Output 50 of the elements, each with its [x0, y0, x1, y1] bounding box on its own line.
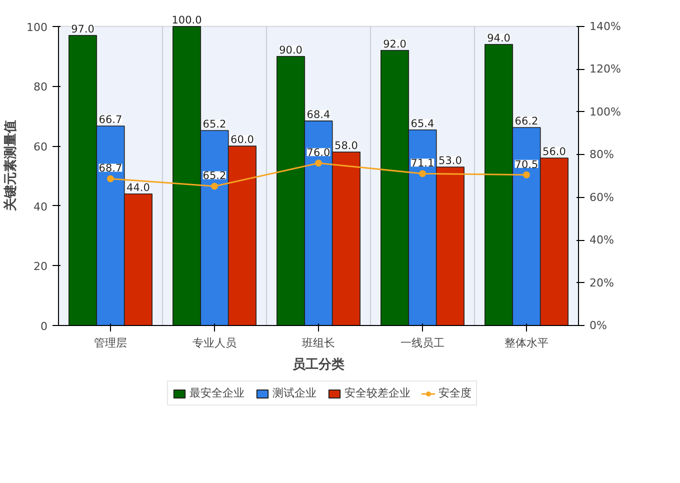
point [315, 160, 322, 167]
point [211, 182, 218, 190]
y-tick-label: 0 [40, 320, 48, 333]
point [523, 171, 530, 178]
legend-label: 安全度 [438, 386, 472, 400]
data-label: 76.0 [306, 147, 330, 160]
data-label: 65.2 [202, 118, 226, 131]
legend-label: 测试企业 [272, 386, 316, 400]
y2-tick-label: 20% [590, 276, 614, 290]
y-tick-label: 40 [34, 200, 48, 214]
data-label: 94.0 [487, 32, 510, 44]
legend-label: 最安全企业 [190, 386, 244, 400]
y2-tick-label: 120% [590, 62, 621, 76]
data-label: 65.2 [202, 170, 226, 182]
data-label: 58.0 [334, 140, 358, 152]
y2-tick-label: 80% [590, 148, 614, 162]
y2-tick-label: 60% [590, 190, 614, 204]
data-label: 70.5 [514, 158, 538, 171]
data-label: 68.7 [98, 162, 122, 175]
data-label: 65.4 [410, 118, 435, 130]
x-tick-label: 专业人员 [192, 336, 236, 350]
x-tick-label: 班组长 [302, 336, 335, 350]
y2-tick-label: 0% [590, 319, 607, 332]
data-label: 66.2 [514, 116, 538, 128]
y2-tick-label: 140% [590, 20, 621, 33]
x-axis-title: 员工分类 [292, 358, 344, 372]
data-label: 44.0 [126, 182, 150, 194]
point [107, 175, 114, 182]
data-label: 68.4 [306, 108, 331, 121]
x-tick-label: 一线员工 [400, 336, 444, 350]
data-label: 100.0 [172, 14, 202, 26]
y-tick-label: 60 [34, 140, 48, 154]
legend-label: 安全较差企业 [344, 386, 410, 400]
x-tick-label: 管理层 [94, 336, 127, 350]
data-label: 90.0 [279, 44, 302, 56]
y-tick-label: 20 [34, 260, 48, 274]
data-label: 92.0 [383, 38, 406, 50]
data-label: 53.0 [438, 154, 462, 167]
y-tick-label: 80 [34, 80, 48, 94]
data-label: 71.1 [410, 158, 434, 170]
data-label: 56.0 [542, 146, 566, 158]
y2-tick-label: 40% [590, 234, 614, 247]
y2-tick-label: 100% [590, 105, 621, 118]
data-label: 97.0 [71, 23, 94, 36]
y-axis-title: 关键元素测量值 [2, 120, 19, 212]
x-tick-label: 整体水平 [504, 336, 548, 350]
y-tick-label: 100 [26, 20, 48, 34]
data-label: 66.7 [98, 114, 122, 126]
point [419, 170, 426, 178]
data-label: 60.0 [230, 134, 254, 146]
